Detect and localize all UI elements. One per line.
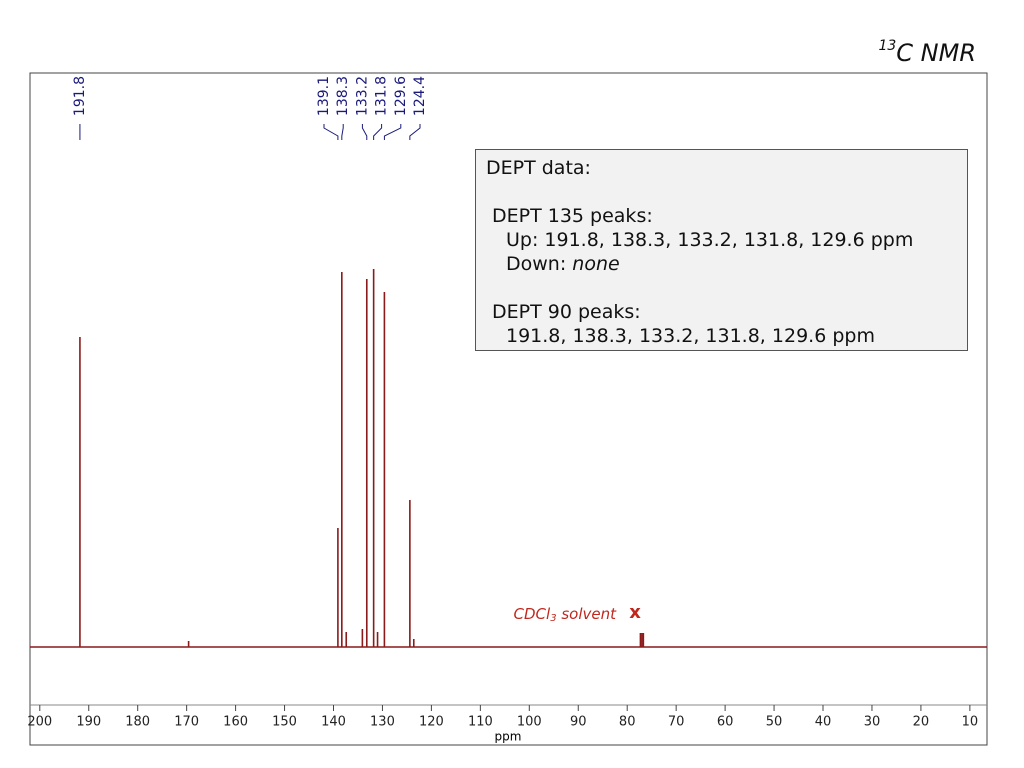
solvent-marker: x [629, 602, 641, 623]
label-leader [373, 124, 383, 140]
x-tick-label: 170 [174, 715, 199, 730]
down-label: Down: [506, 253, 573, 275]
peak-label: 138.3 [335, 76, 351, 116]
plot-frame [29, 72, 988, 746]
x-tick-label: 50 [766, 715, 783, 730]
label-leader [341, 124, 344, 140]
x-tick-label: 10 [962, 715, 979, 730]
label-leader [361, 124, 368, 140]
label-leader [409, 124, 421, 140]
x-tick-label: 20 [913, 715, 930, 730]
x-tick-label: 30 [864, 715, 881, 730]
title-text: C NMR [896, 39, 976, 67]
peak-label: 129.6 [393, 76, 409, 116]
solvent-suffix: solvent [557, 605, 618, 623]
solvent-subscript: 3 [550, 613, 556, 624]
x-tick-label: 100 [517, 715, 542, 730]
chart-title: 13C NMR [878, 38, 976, 67]
x-tick-label: 190 [76, 715, 101, 730]
x-tick-label: 180 [125, 715, 150, 730]
label-leader [323, 124, 339, 140]
dept90-values: 191.8, 138.3, 133.2, 131.8, 129.6 ppm [506, 325, 875, 347]
x-tick-label: 120 [419, 715, 444, 730]
dept135-heading: DEPT 135 peaks: [492, 205, 653, 227]
peak-label: 191.8 [72, 76, 88, 116]
dept-box: DEPT data: DEPT 135 peaks: Up: 191.8, 13… [475, 149, 968, 351]
x-tick-label: 130 [370, 715, 395, 730]
peak-label: 133.2 [354, 76, 370, 116]
x-tick-label: 150 [272, 715, 297, 730]
title-superscript: 13 [878, 38, 896, 54]
peak-label: 124.4 [412, 76, 428, 116]
x-tick-label: 140 [321, 715, 346, 730]
x-tick-label: 70 [668, 715, 685, 730]
dept90-heading: DEPT 90 peaks: [492, 301, 641, 323]
x-tick-label: 200 [27, 715, 52, 730]
x-tick-label: 160 [223, 715, 248, 730]
x-axis-label: ppm [495, 730, 522, 744]
dept135-down: Down: none [486, 252, 957, 276]
peak-label: 139.1 [316, 76, 332, 116]
x-tick-label: 110 [468, 715, 493, 730]
down-value: none [572, 253, 620, 275]
x-tick-label: 80 [619, 715, 636, 730]
x-tick-label: 60 [717, 715, 734, 730]
x-tick-label: 90 [570, 715, 587, 730]
x-tick-label: 40 [815, 715, 832, 730]
dept-heading: DEPT data: [486, 157, 591, 179]
label-leader [383, 124, 402, 140]
solvent-label: CDCl3 solvent [514, 605, 618, 625]
dept135-up: Up: 191.8, 138.3, 133.2, 131.8, 129.6 pp… [506, 229, 914, 251]
peak-label: 131.8 [374, 76, 390, 116]
solvent-text: CDCl [514, 605, 551, 623]
